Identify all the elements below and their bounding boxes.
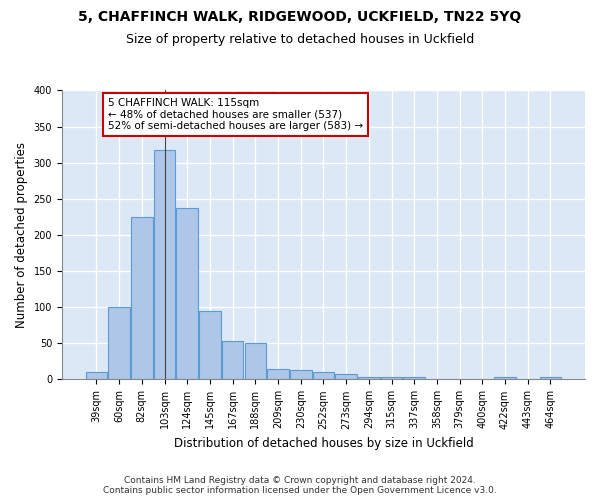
- Bar: [109, 307, 130, 380]
- Bar: [245, 344, 266, 380]
- Text: Contains HM Land Registry data © Crown copyright and database right 2024.
Contai: Contains HM Land Registry data © Crown c…: [103, 476, 497, 495]
- Bar: [403, 378, 425, 380]
- Bar: [267, 368, 289, 380]
- Bar: [494, 378, 516, 380]
- Bar: [358, 376, 380, 380]
- Bar: [199, 311, 221, 380]
- Bar: [313, 372, 334, 380]
- Text: 5 CHAFFINCH WALK: 115sqm
← 48% of detached houses are smaller (537)
52% of semi-: 5 CHAFFINCH WALK: 115sqm ← 48% of detach…: [108, 98, 363, 131]
- Bar: [176, 208, 198, 380]
- Bar: [131, 217, 152, 380]
- Bar: [381, 376, 403, 380]
- Y-axis label: Number of detached properties: Number of detached properties: [15, 142, 28, 328]
- X-axis label: Distribution of detached houses by size in Uckfield: Distribution of detached houses by size …: [173, 437, 473, 450]
- Bar: [222, 341, 244, 380]
- Bar: [335, 374, 357, 380]
- Text: 5, CHAFFINCH WALK, RIDGEWOOD, UCKFIELD, TN22 5YQ: 5, CHAFFINCH WALK, RIDGEWOOD, UCKFIELD, …: [79, 10, 521, 24]
- Bar: [539, 378, 561, 380]
- Bar: [290, 370, 311, 380]
- Bar: [154, 150, 175, 380]
- Bar: [86, 372, 107, 380]
- Text: Size of property relative to detached houses in Uckfield: Size of property relative to detached ho…: [126, 32, 474, 46]
